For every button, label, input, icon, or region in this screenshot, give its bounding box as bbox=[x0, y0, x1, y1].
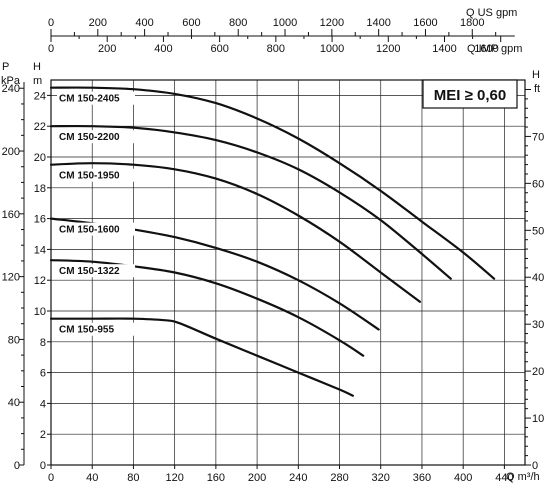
top-axis-us-tick-label: 200 bbox=[89, 17, 107, 29]
top-axis-imp-tick-label: 1200 bbox=[376, 43, 400, 55]
y-axis-m-tick-label: 6 bbox=[40, 368, 46, 380]
series-label-bg bbox=[57, 322, 135, 336]
y-axis-kpa-tick-label: 0 bbox=[14, 460, 20, 472]
top-axis-us-tick-label: 1200 bbox=[320, 17, 344, 29]
y-axis-m-tick-label: 4 bbox=[40, 398, 46, 410]
series-label: CM 150-2200 bbox=[59, 132, 120, 143]
y-axis-m-top-label: H bbox=[33, 61, 41, 73]
y-axis-m-tick-label: 18 bbox=[34, 183, 46, 195]
x-axis-tick-label: 320 bbox=[372, 472, 390, 484]
series-label-bg bbox=[57, 130, 135, 144]
curves: CM 150-2405 CM 150-2200 CM 150-1950 CM 150-… bbox=[49, 86, 496, 397]
y-axis-kpa-tick-label: 240 bbox=[2, 83, 20, 95]
series-line-cm-150-1950 bbox=[49, 162, 421, 303]
y-axis-m-tick-label: 24 bbox=[34, 90, 46, 102]
y-axis-kpa-tick-label: 40 bbox=[8, 397, 20, 409]
y-axis-m-tick-label: 20 bbox=[34, 152, 46, 164]
mei-annotation: MEI ≥ 0,60 bbox=[422, 79, 518, 109]
top-axis-imp-tick-label: 400 bbox=[154, 43, 172, 55]
x-axis-label: Q m³/h bbox=[506, 471, 540, 483]
x-axis-tick-label: 40 bbox=[86, 472, 98, 484]
y-axis-kpa-top-label: P bbox=[2, 61, 9, 73]
x-axis-tick-label: 120 bbox=[165, 472, 183, 484]
y-axis-ft-tick-label: 60 bbox=[532, 178, 544, 190]
series-line-cm-150-2200 bbox=[49, 124, 452, 280]
series-label-bg bbox=[57, 168, 135, 182]
x-axis-tick-label: 400 bbox=[454, 472, 472, 484]
y-axis-ft-tick-label: 0 bbox=[532, 460, 538, 472]
x-axis-tick-label: 200 bbox=[248, 472, 266, 484]
series-line-cm-150-1322 bbox=[49, 259, 365, 357]
y-axis-ft-tick-label: 40 bbox=[532, 272, 544, 284]
y-axis-m-tick-label: 14 bbox=[34, 244, 46, 256]
series-label-bg bbox=[57, 91, 135, 105]
y-axis-ft-tick-label: 30 bbox=[532, 319, 544, 331]
series-line-cm-150-955 bbox=[49, 317, 354, 397]
top-axis-imp-tick-label: 1400 bbox=[432, 43, 456, 55]
top-axis-us-tick-label: 1600 bbox=[413, 17, 437, 29]
top-axis-imp-label: Q IMP gpm bbox=[467, 43, 522, 55]
top-axis-us-label: Q US gpm bbox=[466, 7, 517, 19]
y-axis-m-tick-label: 12 bbox=[34, 275, 46, 287]
y-axis-kpa-tick-label: 80 bbox=[8, 334, 20, 346]
y-axis-kpa-tick-label: 160 bbox=[2, 209, 20, 221]
series-label-bg bbox=[57, 264, 135, 278]
x-axis-tick-label: 280 bbox=[330, 472, 348, 484]
series-line-cm-150-2405 bbox=[49, 86, 496, 280]
y-axis-kpa-tick-label: 200 bbox=[2, 146, 20, 158]
y-axis-ft-unit-label: ft bbox=[534, 83, 540, 95]
plot-frame bbox=[50, 79, 526, 466]
y-axis-ft-tick-label: 70 bbox=[532, 131, 544, 143]
mei-annotation-text: MEI ≥ 0,60 bbox=[434, 87, 506, 104]
top-axis-us-tick-label: 1800 bbox=[460, 17, 484, 29]
y-axis-kpa-tick-label: 120 bbox=[2, 272, 20, 284]
series-label: CM 150-955 bbox=[59, 325, 114, 336]
top-axis-imp-tick-label: 200 bbox=[98, 43, 116, 55]
series-label: CM 150-1322 bbox=[59, 266, 120, 277]
top-axis-us-tick-label: 1000 bbox=[273, 17, 297, 29]
y-axis-m-tick-label: 22 bbox=[34, 121, 46, 133]
series-label: CM 150-1950 bbox=[59, 171, 120, 182]
top-axis-us-tick-label: 0 bbox=[48, 17, 54, 29]
y-axis-m-tick-label: 10 bbox=[34, 306, 46, 318]
series-label-bg bbox=[57, 222, 135, 236]
x-axis-tick-label: 80 bbox=[127, 472, 139, 484]
y-axis-ft-top-label: H bbox=[532, 69, 540, 81]
top-axis-imp-tick-label: 1000 bbox=[320, 43, 344, 55]
y-axis-ft-tick-label: 50 bbox=[532, 225, 544, 237]
y-axis-m-unit-label: m bbox=[33, 75, 42, 87]
axes: 0 40 80 120 160 200 240 280 320 360 400 44002468101… bbox=[2, 17, 545, 484]
top-axis-us-tick-label: 800 bbox=[229, 17, 247, 29]
top-axis-us-tick-label: 600 bbox=[182, 17, 200, 29]
top-axis-imp-tick-label: 0 bbox=[48, 43, 54, 55]
top-axis-us-tick-label: 400 bbox=[135, 17, 153, 29]
y-axis-ft-tick-label: 20 bbox=[532, 366, 544, 378]
x-axis-tick-label: 0 bbox=[48, 472, 54, 484]
y-axis-m-tick-label: 16 bbox=[34, 214, 46, 226]
top-axis-imp-tick-label: 600 bbox=[210, 43, 228, 55]
x-axis-tick-label: 240 bbox=[289, 472, 307, 484]
y-axis-m-tick-label: 0 bbox=[40, 460, 46, 472]
x-axis-tick-label: 440 bbox=[495, 472, 513, 484]
mei-annotation-box bbox=[422, 79, 518, 109]
series-label: CM 150-2405 bbox=[59, 94, 120, 105]
top-axis-imp-tick-label: 800 bbox=[267, 43, 285, 55]
x-axis-tick-label: 160 bbox=[207, 472, 225, 484]
x-axis-tick-label: 360 bbox=[413, 472, 431, 484]
series-label: CM 150-1600 bbox=[59, 225, 120, 236]
y-axis-m-tick-label: 8 bbox=[40, 337, 46, 349]
top-axis-imp-tick-label: 1600 bbox=[474, 43, 498, 55]
y-axis-ft-tick-label: 10 bbox=[532, 413, 544, 425]
y-axis-kpa-unit-label: kPa bbox=[1, 75, 21, 87]
top-axis-us-tick-label: 1400 bbox=[366, 17, 390, 29]
y-axis-m-tick-label: 2 bbox=[40, 429, 46, 441]
